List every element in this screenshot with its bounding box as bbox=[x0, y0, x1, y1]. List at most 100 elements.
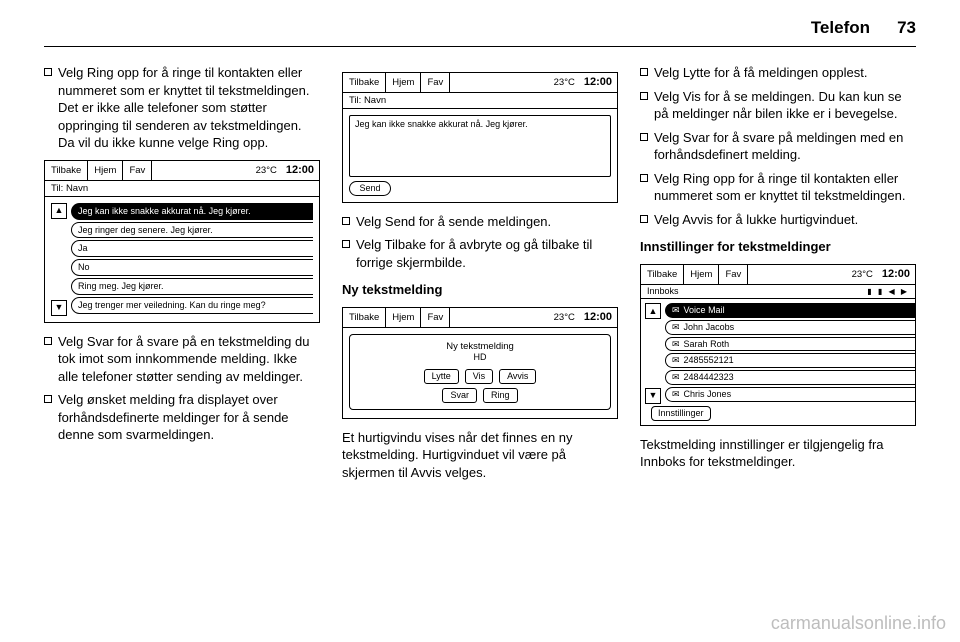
bullet-icon bbox=[44, 337, 52, 345]
bullet-icon bbox=[44, 68, 52, 76]
bullet-item: Velg ønsket melding fra displayet over f… bbox=[44, 391, 320, 444]
list-item[interactable]: Jeg trenger mer veiledning. Kan du ringe… bbox=[71, 297, 313, 314]
popup-subtitle: HD bbox=[356, 352, 604, 363]
bullet-icon bbox=[640, 174, 648, 182]
paragraph: Tekstmelding innstillinger er tilgjengel… bbox=[640, 436, 916, 471]
bullet-item: Velg Svar for å svare på meldingen med e… bbox=[640, 129, 916, 164]
fav-button[interactable]: Fav bbox=[421, 308, 450, 327]
scroll-up-icon[interactable]: ▲ bbox=[645, 303, 661, 319]
screenshot-new-message-popup: Tilbake Hjem Fav 23°C 12:00 Ny tekstmeld… bbox=[342, 307, 618, 419]
bullet-text: Velg Ring opp for å ringe til kontakten … bbox=[58, 64, 320, 152]
envelope-icon: ✉ bbox=[672, 389, 680, 400]
fav-button[interactable]: Fav bbox=[123, 161, 152, 180]
envelope-icon: ✉ bbox=[672, 322, 680, 333]
bullet-text: Velg Send for å sende meldingen. bbox=[356, 213, 618, 231]
clock: 12:00 bbox=[579, 76, 617, 89]
list-item[interactable]: Ja bbox=[71, 240, 313, 257]
list-item[interactable]: ✉2485552121 bbox=[665, 353, 915, 368]
bullet-item: Velg Ring opp for å ringe til kontakten … bbox=[640, 170, 916, 205]
screenshot-reply-templates: Tilbake Hjem Fav 23°C 12:00 Til: Navn ▲ … bbox=[44, 160, 320, 323]
temperature: 23°C bbox=[848, 269, 877, 280]
bullet-text: Velg Lytte for å få meldingen opplest. bbox=[654, 64, 916, 82]
signal-icons: ▮ ▮ ◀ ▶ bbox=[867, 287, 909, 297]
envelope-icon: ✉ bbox=[672, 339, 680, 350]
bullet-icon bbox=[640, 133, 648, 141]
list-item[interactable]: ✉John Jacobs bbox=[665, 320, 915, 335]
bullet-text: Velg ønsket melding fra displayet over f… bbox=[58, 391, 320, 444]
clock: 12:00 bbox=[579, 311, 617, 324]
bullet-icon bbox=[640, 215, 648, 223]
temperature: 23°C bbox=[252, 165, 281, 176]
column-1: Velg Ring opp for å ringe til kontakten … bbox=[44, 64, 320, 582]
back-button[interactable]: Tilbake bbox=[343, 73, 386, 92]
section-title: Telefon bbox=[811, 18, 870, 38]
list-item[interactable]: ✉Chris Jones bbox=[665, 387, 915, 402]
dismiss-button[interactable]: Avvis bbox=[499, 369, 536, 384]
bullet-icon bbox=[342, 217, 350, 225]
bullet-item: Velg Avvis for å lukke hurtigvinduet. bbox=[640, 211, 916, 229]
settings-button[interactable]: Innstillinger bbox=[651, 406, 711, 421]
bullet-item: Velg Vis for å se meldingen. Du kan kun … bbox=[640, 88, 916, 123]
home-button[interactable]: Hjem bbox=[684, 265, 719, 284]
bullet-item: Velg Tilbake for å avbryte og gå tilbake… bbox=[342, 236, 618, 271]
list-item[interactable]: ✉2484442323 bbox=[665, 370, 915, 385]
subheading: Innstillinger for tekstmeldinger bbox=[640, 238, 916, 256]
clock: 12:00 bbox=[281, 164, 319, 177]
column-2: Tilbake Hjem Fav 23°C 12:00 Til: Navn Je… bbox=[342, 64, 618, 582]
page-header: Telefon 73 bbox=[0, 18, 960, 44]
scroll-down-icon[interactable]: ▼ bbox=[51, 300, 67, 316]
home-button[interactable]: Hjem bbox=[386, 308, 421, 327]
list-item[interactable]: ✉Voice Mail bbox=[665, 303, 915, 318]
scroll-up-icon[interactable]: ▲ bbox=[51, 203, 67, 219]
bullet-icon bbox=[640, 92, 648, 100]
call-button[interactable]: Ring bbox=[483, 388, 518, 403]
bullet-text: Velg Ring opp for å ringe til kontakten … bbox=[654, 170, 916, 205]
list-item[interactable]: Ring meg. Jeg kjører. bbox=[71, 278, 313, 295]
paragraph: Et hurtigvindu vises når det finnes en n… bbox=[342, 429, 618, 482]
header-rule bbox=[44, 46, 916, 47]
popup-title: Ny tekstmelding bbox=[356, 341, 604, 352]
back-button[interactable]: Tilbake bbox=[45, 161, 88, 180]
bullet-text: Velg Svar for å svare på meldingen med e… bbox=[654, 129, 916, 164]
fav-button[interactable]: Fav bbox=[421, 73, 450, 92]
bullet-item: Velg Lytte for å få meldingen opplest. bbox=[640, 64, 916, 82]
send-button[interactable]: Send bbox=[349, 181, 391, 196]
columns: Velg Ring opp for å ringe til kontakten … bbox=[44, 64, 916, 582]
bullet-text: Velg Vis for å se meldingen. Du kan kun … bbox=[654, 88, 916, 123]
bullet-icon bbox=[44, 395, 52, 403]
envelope-icon: ✉ bbox=[672, 355, 680, 366]
message-textarea[interactable]: Jeg kan ikke snakke akkurat nå. Jeg kjør… bbox=[349, 115, 611, 177]
bullet-icon bbox=[640, 68, 648, 76]
back-button[interactable]: Tilbake bbox=[343, 308, 386, 327]
list-item[interactable]: Jeg kan ikke snakke akkurat nå. Jeg kjør… bbox=[71, 203, 313, 220]
page-number: 73 bbox=[897, 18, 916, 38]
home-button[interactable]: Hjem bbox=[88, 161, 123, 180]
fav-button[interactable]: Fav bbox=[719, 265, 748, 284]
home-button[interactable]: Hjem bbox=[386, 73, 421, 92]
view-button[interactable]: Vis bbox=[465, 369, 493, 384]
popup: Ny tekstmelding HD Lytte Vis Avvis Svar … bbox=[349, 334, 611, 410]
screenshot-compose: Tilbake Hjem Fav 23°C 12:00 Til: Navn Je… bbox=[342, 72, 618, 203]
inbox-label: Innboks bbox=[647, 286, 679, 297]
back-button[interactable]: Tilbake bbox=[641, 265, 684, 284]
list-item[interactable]: No bbox=[71, 259, 313, 276]
reply-button[interactable]: Svar bbox=[442, 388, 477, 403]
bullet-icon bbox=[342, 240, 350, 248]
listen-button[interactable]: Lytte bbox=[424, 369, 459, 384]
template-list: Jeg kan ikke snakke akkurat nå. Jeg kjør… bbox=[71, 203, 313, 316]
temperature: 23°C bbox=[550, 77, 579, 88]
bullet-item: Velg Ring opp for å ringe til kontakten … bbox=[44, 64, 320, 152]
list-item[interactable]: ✉Sarah Roth bbox=[665, 337, 915, 352]
scr-topbar: Tilbake Hjem Fav 23°C 12:00 bbox=[641, 265, 915, 285]
temperature: 23°C bbox=[550, 312, 579, 323]
column-3: Velg Lytte for å få meldingen opplest. V… bbox=[640, 64, 916, 582]
scr-topbar: Tilbake Hjem Fav 23°C 12:00 bbox=[343, 73, 617, 93]
watermark: carmanualsonline.info bbox=[771, 613, 946, 634]
envelope-icon: ✉ bbox=[672, 305, 680, 316]
scr-topbar: Tilbake Hjem Fav 23°C 12:00 bbox=[343, 308, 617, 328]
list-item[interactable]: Jeg ringer deg senere. Jeg kjører. bbox=[71, 222, 313, 239]
to-field: Til: Navn bbox=[343, 93, 617, 109]
bullet-text: Velg Svar for å svare på en tekstmelding… bbox=[58, 333, 320, 386]
inbox-header: Innboks ▮ ▮ ◀ ▶ bbox=[641, 285, 915, 299]
scroll-down-icon[interactable]: ▼ bbox=[645, 388, 661, 404]
